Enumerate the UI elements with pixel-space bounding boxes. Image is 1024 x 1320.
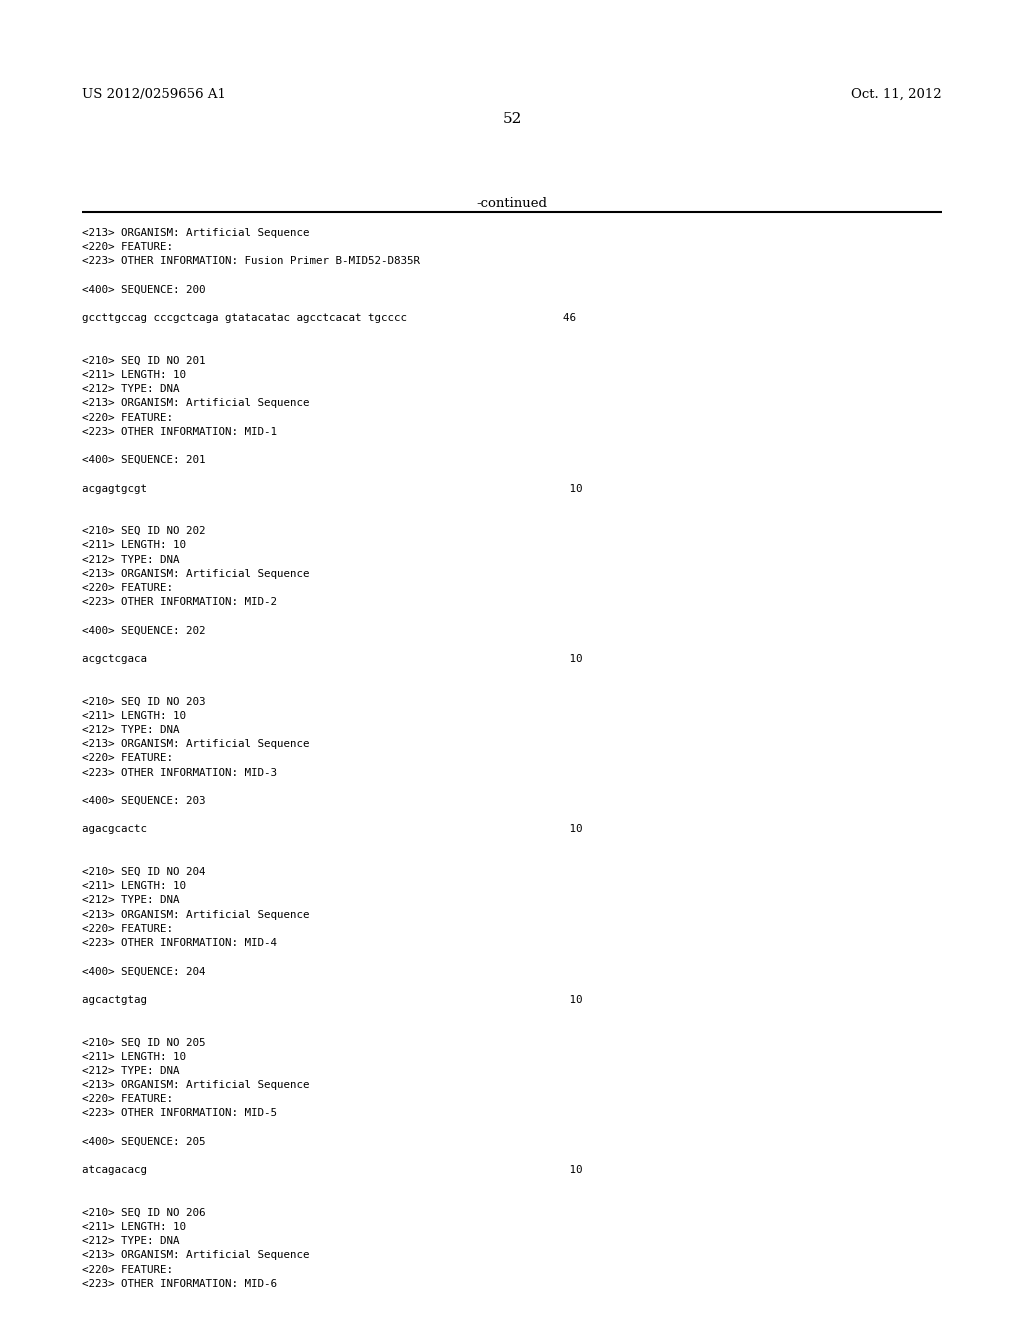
Text: <211> LENGTH: 10: <211> LENGTH: 10 [82,1222,186,1232]
Text: <213> ORGANISM: Artificial Sequence: <213> ORGANISM: Artificial Sequence [82,399,309,408]
Text: <223> OTHER INFORMATION: MID-1: <223> OTHER INFORMATION: MID-1 [82,426,278,437]
Text: <223> OTHER INFORMATION: MID-3: <223> OTHER INFORMATION: MID-3 [82,768,278,777]
Text: <220> FEATURE:: <220> FEATURE: [82,413,173,422]
Text: agacgcactc                                                                 10: agacgcactc 10 [82,825,583,834]
Text: <211> LENGTH: 10: <211> LENGTH: 10 [82,710,186,721]
Text: <400> SEQUENCE: 205: <400> SEQUENCE: 205 [82,1137,206,1147]
Text: <212> TYPE: DNA: <212> TYPE: DNA [82,895,179,906]
Text: <213> ORGANISM: Artificial Sequence: <213> ORGANISM: Artificial Sequence [82,1250,309,1261]
Text: <400> SEQUENCE: 203: <400> SEQUENCE: 203 [82,796,206,807]
Text: 52: 52 [503,112,521,125]
Text: gccttgccag cccgctcaga gtatacatac agcctcacat tgcccc                        46: gccttgccag cccgctcaga gtatacatac agcctca… [82,313,575,323]
Text: <213> ORGANISM: Artificial Sequence: <213> ORGANISM: Artificial Sequence [82,569,309,578]
Text: <400> SEQUENCE: 201: <400> SEQUENCE: 201 [82,455,206,465]
Text: <211> LENGTH: 10: <211> LENGTH: 10 [82,370,186,380]
Text: <213> ORGANISM: Artificial Sequence: <213> ORGANISM: Artificial Sequence [82,228,309,238]
Text: <223> OTHER INFORMATION: MID-2: <223> OTHER INFORMATION: MID-2 [82,597,278,607]
Text: <212> TYPE: DNA: <212> TYPE: DNA [82,1065,179,1076]
Text: <210> SEQ ID NO 204: <210> SEQ ID NO 204 [82,867,206,876]
Text: <223> OTHER INFORMATION: Fusion Primer B-MID52-D835R: <223> OTHER INFORMATION: Fusion Primer B… [82,256,420,267]
Text: <223> OTHER INFORMATION: MID-4: <223> OTHER INFORMATION: MID-4 [82,939,278,948]
Text: <400> SEQUENCE: 202: <400> SEQUENCE: 202 [82,626,206,636]
Text: acgctcgaca                                                                 10: acgctcgaca 10 [82,653,583,664]
Text: <220> FEATURE:: <220> FEATURE: [82,1094,173,1105]
Text: <220> FEATURE:: <220> FEATURE: [82,242,173,252]
Text: agcactgtag                                                                 10: agcactgtag 10 [82,995,583,1005]
Text: <212> TYPE: DNA: <212> TYPE: DNA [82,384,179,395]
Text: <210> SEQ ID NO 206: <210> SEQ ID NO 206 [82,1208,206,1218]
Text: <213> ORGANISM: Artificial Sequence: <213> ORGANISM: Artificial Sequence [82,909,309,920]
Text: <212> TYPE: DNA: <212> TYPE: DNA [82,725,179,735]
Text: <211> LENGTH: 10: <211> LENGTH: 10 [82,1052,186,1061]
Text: <210> SEQ ID NO 203: <210> SEQ ID NO 203 [82,697,206,706]
Text: <213> ORGANISM: Artificial Sequence: <213> ORGANISM: Artificial Sequence [82,739,309,750]
Text: <211> LENGTH: 10: <211> LENGTH: 10 [82,540,186,550]
Text: <210> SEQ ID NO 201: <210> SEQ ID NO 201 [82,356,206,366]
Text: <210> SEQ ID NO 202: <210> SEQ ID NO 202 [82,527,206,536]
Text: US 2012/0259656 A1: US 2012/0259656 A1 [82,88,226,102]
Text: atcagacacg                                                                 10: atcagacacg 10 [82,1166,583,1175]
Text: <220> FEATURE:: <220> FEATURE: [82,754,173,763]
Text: <212> TYPE: DNA: <212> TYPE: DNA [82,554,179,565]
Text: <223> OTHER INFORMATION: MID-5: <223> OTHER INFORMATION: MID-5 [82,1109,278,1118]
Text: <212> TYPE: DNA: <212> TYPE: DNA [82,1237,179,1246]
Text: <220> FEATURE:: <220> FEATURE: [82,1265,173,1275]
Text: Oct. 11, 2012: Oct. 11, 2012 [851,88,942,102]
Text: <400> SEQUENCE: 204: <400> SEQUENCE: 204 [82,966,206,977]
Text: <220> FEATURE:: <220> FEATURE: [82,924,173,933]
Text: <210> SEQ ID NO 205: <210> SEQ ID NO 205 [82,1038,206,1047]
Text: -continued: -continued [476,197,548,210]
Text: <223> OTHER INFORMATION: MID-6: <223> OTHER INFORMATION: MID-6 [82,1279,278,1288]
Text: <211> LENGTH: 10: <211> LENGTH: 10 [82,882,186,891]
Text: <220> FEATURE:: <220> FEATURE: [82,583,173,593]
Text: acgagtgcgt                                                                 10: acgagtgcgt 10 [82,483,583,494]
Text: <400> SEQUENCE: 200: <400> SEQUENCE: 200 [82,285,206,294]
Text: <213> ORGANISM: Artificial Sequence: <213> ORGANISM: Artificial Sequence [82,1080,309,1090]
